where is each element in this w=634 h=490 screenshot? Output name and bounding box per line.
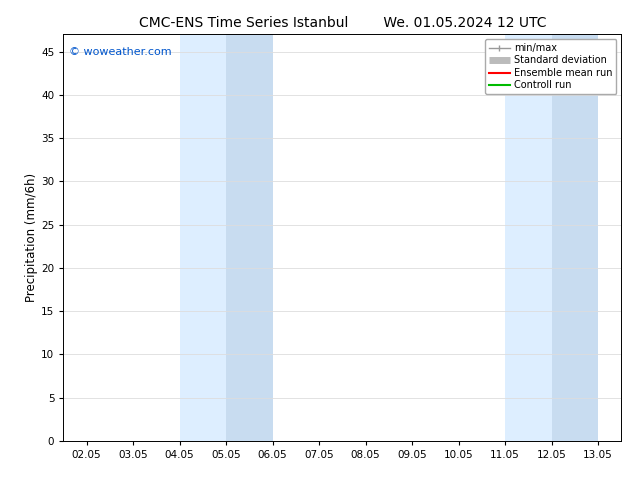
Text: © woweather.com: © woweather.com <box>69 47 172 56</box>
Y-axis label: Precipitation (mm/6h): Precipitation (mm/6h) <box>25 173 38 302</box>
Bar <box>552 34 598 441</box>
Bar <box>226 34 273 441</box>
Title: CMC-ENS Time Series Istanbul        We. 01.05.2024 12 UTC: CMC-ENS Time Series Istanbul We. 01.05.2… <box>139 16 546 30</box>
Legend: min/max, Standard deviation, Ensemble mean run, Controll run: min/max, Standard deviation, Ensemble me… <box>485 39 616 94</box>
Bar <box>505 34 552 441</box>
Bar <box>179 34 226 441</box>
